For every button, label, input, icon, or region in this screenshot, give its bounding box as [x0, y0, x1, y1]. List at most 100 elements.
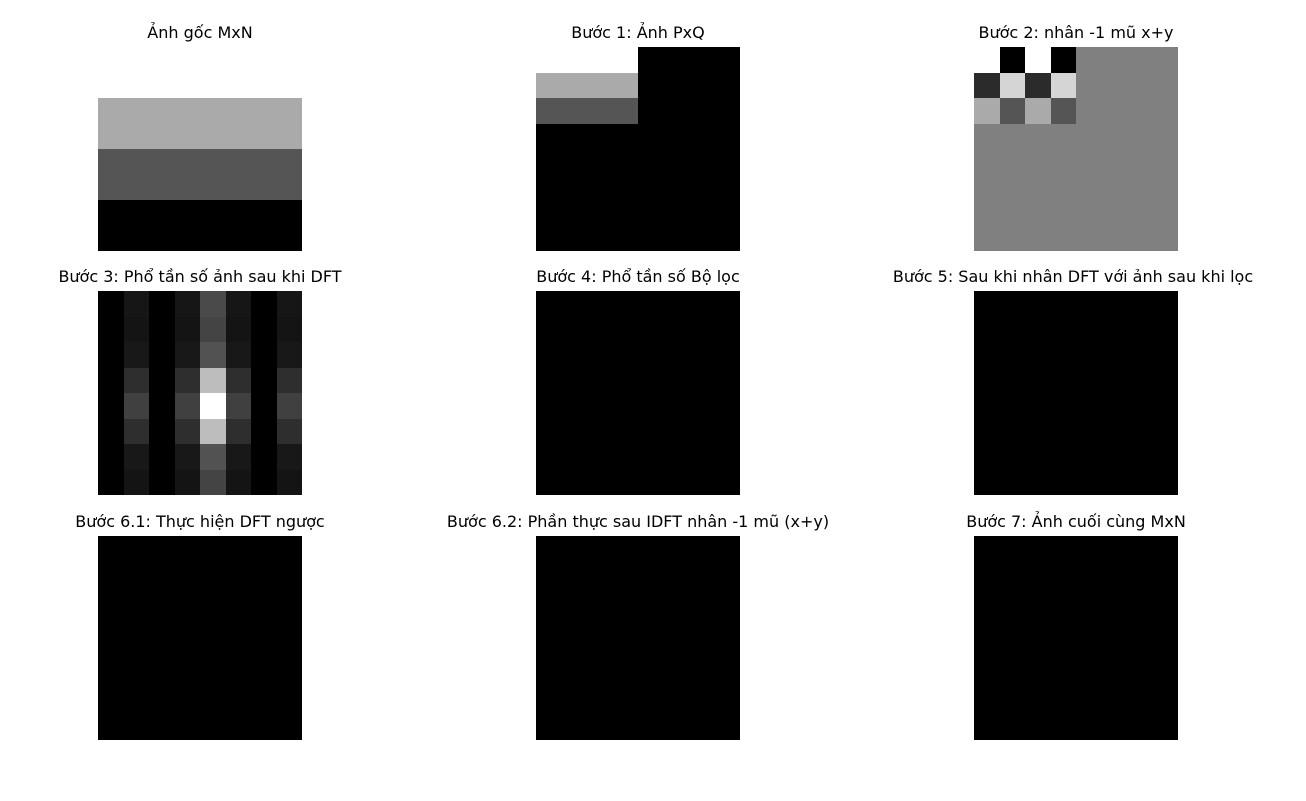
- pixel-cell: [149, 444, 175, 470]
- pixel-cell: [251, 47, 302, 98]
- pixel-cell: [689, 72, 715, 98]
- pixel-cell: [276, 393, 302, 419]
- pixel-cell: [638, 174, 664, 200]
- pixel-cell: [251, 418, 277, 444]
- pixel-cell: [1152, 174, 1178, 200]
- pixel-cell: [1025, 123, 1051, 149]
- pixel-cell: [174, 291, 200, 317]
- pixel-cell: [1050, 47, 1076, 73]
- pixel-cell: [714, 200, 740, 226]
- pixel-cell: [225, 418, 251, 444]
- pixel-cell: [276, 418, 302, 444]
- panel-title-step-2: Bước 2: nhân -1 mũ x+y: [978, 23, 1174, 42]
- pixel-cell: [561, 123, 587, 149]
- pixel-cell: [974, 291, 1178, 495]
- panel-image-step-4: [536, 291, 740, 495]
- pixel-cell: [974, 225, 1000, 251]
- pixel-cell: [1101, 123, 1127, 149]
- pixel-cell: [1050, 200, 1076, 226]
- pixel-cell: [1025, 47, 1051, 73]
- pixel-cell: [714, 174, 740, 200]
- pixel-cell: [1101, 47, 1127, 73]
- pixel-cell: [536, 47, 562, 73]
- pixel-cell: [663, 149, 689, 175]
- pixel-cell: [1101, 98, 1127, 124]
- pixel-cell: [689, 225, 715, 251]
- pixel-cell: [974, 47, 1000, 73]
- pixel-cell: [561, 225, 587, 251]
- pixel-cell: [689, 149, 715, 175]
- pixel-cell: [1076, 200, 1102, 226]
- pixel-cell: [1101, 72, 1127, 98]
- pixel-cell: [1152, 200, 1178, 226]
- pixel-cell: [1050, 174, 1076, 200]
- pixel-cell: [1127, 98, 1153, 124]
- pixel-cell: [251, 367, 277, 393]
- pixel-cell: [149, 393, 175, 419]
- pixel-cell: [999, 47, 1025, 73]
- pixel-cell: [123, 342, 149, 368]
- pixel-cell: [663, 200, 689, 226]
- pixel-cell: [200, 149, 251, 200]
- pixel-cell: [251, 444, 277, 470]
- pixel-cell: [1101, 149, 1127, 175]
- panel-image-step-7: [974, 536, 1178, 740]
- pixel-cell: [123, 444, 149, 470]
- pixel-cell: [1152, 149, 1178, 175]
- pixel-cell: [999, 98, 1025, 124]
- pixel-cell: [638, 200, 664, 226]
- pixel-cell: [276, 291, 302, 317]
- pixel-cell: [714, 47, 740, 73]
- pixel-cell: [714, 123, 740, 149]
- pixel-cell: [174, 444, 200, 470]
- pixel-cell: [689, 174, 715, 200]
- pixel-cell: [999, 149, 1025, 175]
- pixel-cell: [1050, 123, 1076, 149]
- panel-title-step-4: Bước 4: Phổ tần số Bộ lọc: [536, 267, 740, 286]
- pixel-cell: [200, 393, 226, 419]
- pixel-cell: [1076, 123, 1102, 149]
- pixel-cell: [174, 367, 200, 393]
- pixel-cell: [1025, 225, 1051, 251]
- pixel-cell: [98, 149, 149, 200]
- pixel-cell: [638, 98, 664, 124]
- pixel-cell: [200, 342, 226, 368]
- pixel-cell: [98, 342, 124, 368]
- pixel-cell: [1152, 98, 1178, 124]
- pixel-cell: [276, 367, 302, 393]
- pixel-cell: [638, 225, 664, 251]
- pixel-cell: [999, 174, 1025, 200]
- pixel-cell: [1101, 174, 1127, 200]
- pixel-cell: [98, 444, 124, 470]
- pixel-cell: [1127, 200, 1153, 226]
- pixel-cell: [663, 225, 689, 251]
- pixel-cell: [714, 225, 740, 251]
- pixel-cell: [225, 367, 251, 393]
- pixel-cell: [149, 342, 175, 368]
- pixel-cell: [536, 225, 562, 251]
- pixel-cell: [1152, 72, 1178, 98]
- pixel-cell: [251, 200, 302, 251]
- pixel-cell: [587, 149, 613, 175]
- pixel-cell: [200, 291, 226, 317]
- pixel-cell: [1025, 72, 1051, 98]
- pixel-cell: [561, 72, 587, 98]
- pixel-cell: [663, 98, 689, 124]
- pixel-cell: [612, 98, 638, 124]
- pixel-cell: [225, 316, 251, 342]
- pixel-cell: [123, 367, 149, 393]
- pixel-cell: [612, 174, 638, 200]
- pixel-cell: [123, 316, 149, 342]
- pixel-cell: [225, 342, 251, 368]
- pixel-cell: [200, 418, 226, 444]
- pixel-cell: [536, 123, 562, 149]
- pixel-cell: [974, 174, 1000, 200]
- pixel-cell: [200, 98, 251, 149]
- pixel-cell: [174, 469, 200, 495]
- pixel-cell: [638, 72, 664, 98]
- pixel-cell: [98, 469, 124, 495]
- pixel-cell: [561, 98, 587, 124]
- pixel-cell: [587, 174, 613, 200]
- pixel-cell: [536, 174, 562, 200]
- pixel-cell: [561, 149, 587, 175]
